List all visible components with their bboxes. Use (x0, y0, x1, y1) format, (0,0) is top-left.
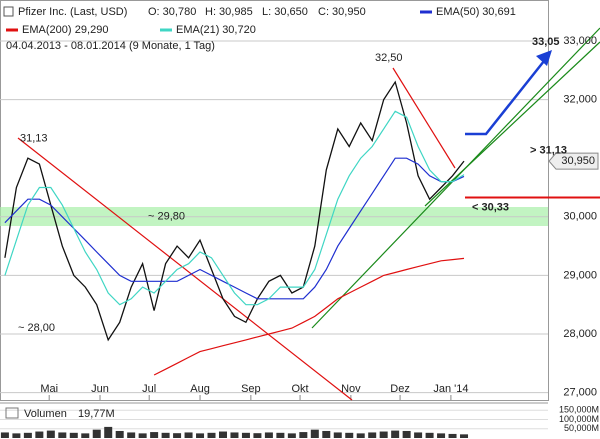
price-tag (548, 152, 599, 170)
volume-bar (218, 431, 227, 438)
volume-bar (241, 432, 250, 438)
series-line (4, 110, 465, 306)
volume-bar (310, 429, 319, 438)
grid (0, 40, 548, 430)
volume-bar (23, 432, 32, 438)
volume-bar (184, 432, 193, 438)
x-tick-label: Aug (190, 383, 210, 395)
annotation: 33,05 (532, 36, 560, 48)
volume-bar (414, 432, 423, 438)
volume-bar (207, 432, 216, 438)
x-tick-label: Jan '14 (433, 383, 468, 395)
level-label: < 30,33 (472, 201, 509, 213)
volume-tick-label: 150,000M (559, 405, 599, 415)
x-tick-label: Jul (142, 383, 156, 395)
volume-bar (138, 433, 147, 438)
x-tick-label: Okt (291, 383, 308, 395)
x-tick-label: Jun (91, 383, 109, 395)
volume-bar (0, 432, 9, 438)
header: Pfizer Inc. (Last, USD) O: 30,780 H: 30,… (3, 6, 366, 52)
volume-icon (5, 407, 19, 419)
volume-bar (230, 432, 239, 438)
volume-bar (35, 431, 44, 438)
volume-bar (81, 433, 90, 438)
plot-frame (0, 0, 549, 401)
x-tick-label: Sep (241, 383, 261, 395)
y-tick-label: 32,000 (563, 94, 597, 106)
volume-bar (115, 430, 124, 438)
legend-name: EMA(50) (436, 6, 479, 18)
volume-bar (345, 432, 354, 438)
series-line (153, 257, 465, 376)
ohlc-open: O: 30,780 (148, 6, 196, 18)
y-tick-label: 30,000 (563, 211, 597, 223)
volume-bar (264, 432, 273, 438)
volume-bar (448, 433, 457, 438)
volume-tick-label: 50,000M (564, 423, 599, 433)
y-tick-label: 27,000 (563, 387, 597, 399)
volume-label: Volumen (24, 408, 67, 420)
level-label: > 31,13 (530, 144, 567, 156)
volume-bar (287, 433, 296, 438)
legend-value: 30,720 (222, 24, 256, 36)
legend-value: 29,290 (75, 24, 109, 36)
x-tick-label: Dez (390, 383, 410, 395)
annotation: 32,50 (375, 52, 403, 64)
legend-name: EMA(21) (176, 24, 219, 36)
volume-bar (368, 432, 377, 438)
marks (4, 80, 465, 376)
legend-name: EMA(200) (22, 24, 72, 36)
annotation: 31,13 (20, 132, 48, 144)
volume-bar (161, 432, 170, 438)
ohlc-close: C: 30,950 (318, 6, 366, 18)
volume-bar (196, 433, 205, 438)
volume-bar (460, 434, 469, 438)
volume-bar (276, 432, 285, 438)
volume-last: 19,77M (78, 408, 115, 420)
volume-bar (104, 426, 113, 438)
title: Pfizer Inc. (Last, USD) (18, 6, 127, 18)
volume-bar (322, 430, 331, 438)
volume-bar (12, 433, 21, 438)
icon (3, 6, 14, 17)
volume-bar (356, 433, 365, 438)
volume-bar (391, 430, 400, 438)
ohlc-low: L: 30,650 (262, 6, 308, 18)
volume-bar (69, 432, 78, 438)
volume-bar (92, 429, 101, 438)
annotation: ~ 28,00 (18, 322, 55, 334)
volume-tick-label: 100,000M (559, 414, 599, 424)
volume-bar (127, 432, 136, 438)
series-line (4, 157, 465, 300)
ohlc-high: H: 30,985 (205, 6, 253, 18)
price-tag-label: 30,950 (561, 155, 595, 167)
legend-value: 30,691 (482, 6, 516, 18)
volume-bar (333, 432, 342, 438)
subtitle: 04.04.2013 - 08.01.2014 (9 Monate, 1 Tag… (6, 40, 215, 52)
volume-bar (253, 433, 262, 438)
x-tick-label: Mai (40, 383, 58, 395)
y-tick-label: 33,000 (563, 35, 597, 47)
trend-lines (17, 27, 600, 401)
volume-bar (58, 432, 67, 438)
volume-bar (299, 432, 308, 438)
volume-bar (379, 431, 388, 438)
annotation: ~ 29,80 (148, 210, 185, 222)
volume-bar (402, 430, 411, 438)
y-tick-label: 28,000 (563, 328, 597, 340)
volume-bar (150, 432, 159, 438)
series-line (4, 80, 465, 342)
volume-bar (425, 432, 434, 438)
x-tick-label: Nov (341, 383, 361, 395)
volume-bar (173, 433, 182, 438)
volume-bar (437, 433, 446, 438)
y-tick-label: 29,000 (563, 269, 597, 281)
volume-bar (46, 430, 55, 438)
